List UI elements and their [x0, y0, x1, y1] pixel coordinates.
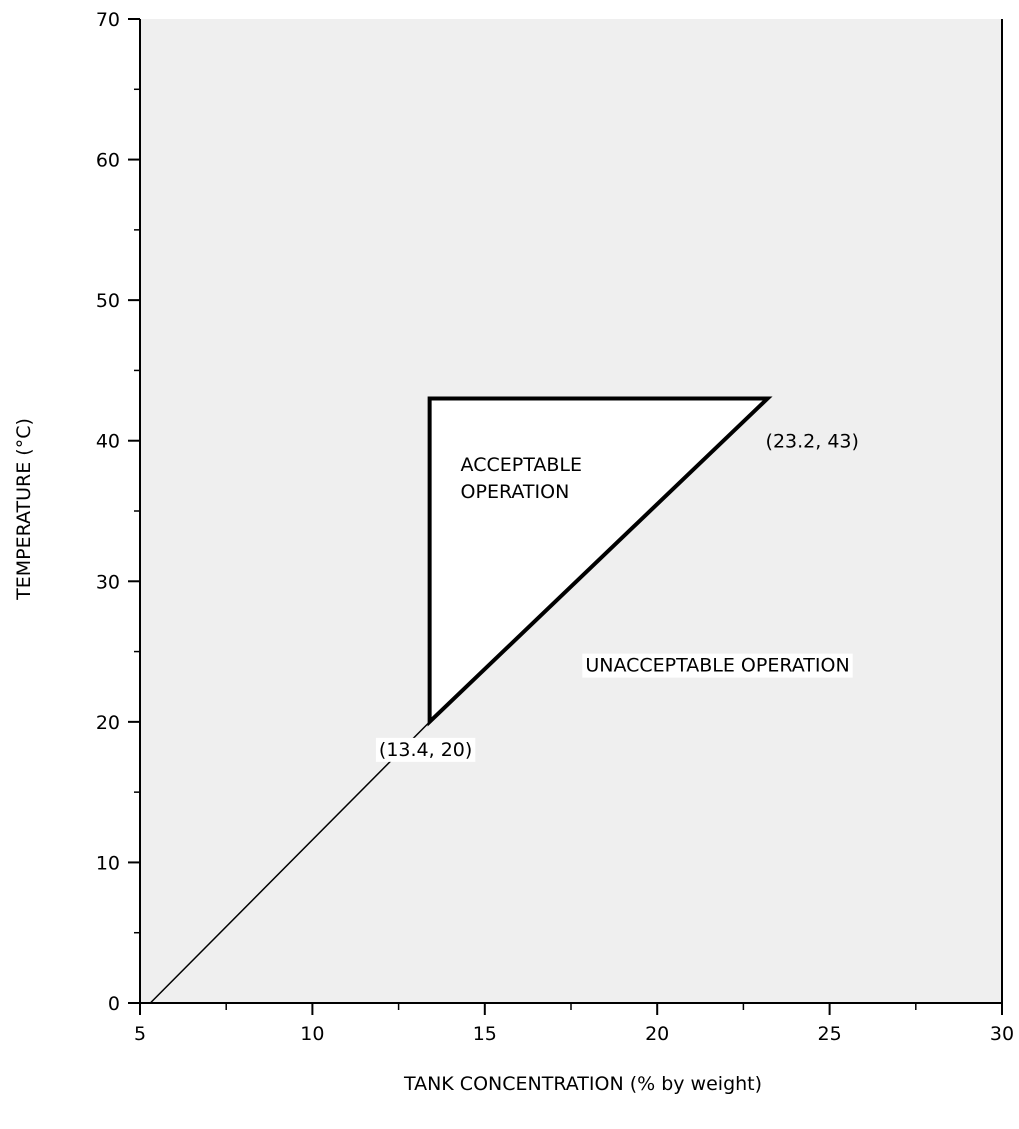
x-tick-label: 5	[134, 1023, 146, 1045]
x-tick-label: 25	[818, 1023, 842, 1045]
annotation-point-label: (23.2, 43)	[766, 431, 859, 453]
series-line-0	[149, 721, 431, 1004]
annotation-region-label-bg	[582, 653, 853, 678]
x-tick-label: 20	[645, 1023, 669, 1045]
y-tick-label: 20	[96, 712, 120, 734]
y-tick-label: 10	[96, 852, 120, 874]
y-tick-label: 50	[96, 290, 120, 312]
y-tick-label: 60	[96, 150, 120, 172]
y-tick-label: 30	[96, 571, 120, 593]
y-tick-label: 0	[108, 993, 120, 1015]
annotation-point-label-bg	[375, 737, 476, 762]
y-tick-label: 40	[96, 431, 120, 453]
y-tick-label: 70	[96, 9, 120, 31]
annotation-region-label: UNACCEPTABLE OPERATION	[585, 655, 849, 677]
annotation-point-label: (13.4, 20)	[379, 739, 472, 761]
y-axis-title: TEMPERATURE (°C)	[13, 418, 35, 601]
x-tick-label: 10	[300, 1023, 324, 1045]
x-axis-title: TANK CONCENTRATION (% by weight)	[403, 1073, 762, 1095]
region-label: OPERATION	[461, 481, 570, 503]
acceptable-region-0	[427, 396, 773, 727]
region-label: ACCEPTABLE	[461, 454, 582, 476]
x-tick-label: 15	[473, 1023, 497, 1045]
x-tick-label: 30	[990, 1023, 1014, 1045]
